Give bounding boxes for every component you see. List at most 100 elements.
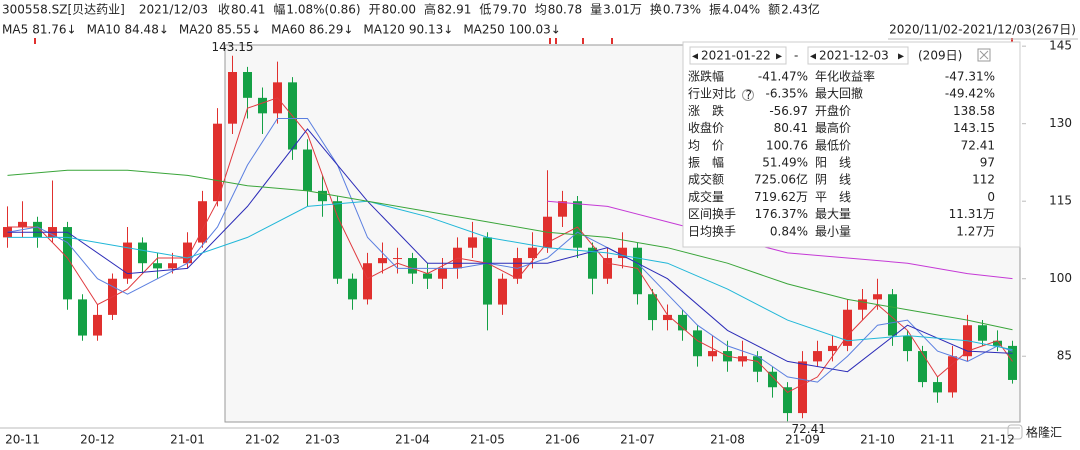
end-date[interactable]: 2021-12-03: [819, 49, 889, 63]
candle-body: [933, 382, 942, 393]
header[interactable]: 300558.SZ[贝达药业] 2021/12/03 收 80.41 幅 1.08%(0.…: [2, 2, 820, 37]
legend-value: 90.13↓: [409, 23, 453, 37]
candle-body: [78, 299, 87, 336]
stat-value: -47.31%: [945, 70, 995, 84]
candle-body: [888, 294, 897, 336]
candle-body: [558, 201, 567, 217]
x-tick-label: 21-08: [710, 433, 745, 447]
stat-value: 725.06亿: [754, 172, 808, 187]
y-tick-label: 100: [1049, 271, 1072, 285]
stat-label: 日均换手: [688, 224, 736, 238]
legend-value: 84.48↓: [124, 23, 168, 37]
stat-label: 最大量: [815, 207, 851, 221]
start-date[interactable]: 2021-01-22: [701, 49, 771, 63]
candle-body: [993, 340, 1002, 346]
candle-body: [318, 190, 327, 202]
stat-label: 最低价: [815, 138, 851, 152]
x-tick-label: 21-04: [395, 433, 430, 447]
candle-body: [708, 351, 717, 357]
arrow-right[interactable]: ▸: [776, 49, 782, 63]
quote-label: 均: [535, 3, 547, 17]
date-range: 2020/11/02-2021/12/03(267日): [889, 23, 1076, 37]
close-icon[interactable]: [977, 48, 991, 62]
arrow-left[interactable]: ◂: [810, 49, 816, 63]
stat-label: 涨跌幅: [688, 69, 724, 84]
quote-label: 收: [218, 3, 230, 17]
help-icon[interactable]: ?: [746, 88, 752, 102]
stat-label: 成交量: [688, 189, 724, 204]
candle-body: [663, 314, 672, 321]
extreme-label: 72.41: [792, 422, 826, 436]
arrow-left[interactable]: ◂: [692, 49, 698, 63]
candle-body: [483, 237, 492, 305]
candle-body: [258, 97, 267, 114]
candle-body: [873, 294, 882, 300]
stat-label: 振 幅: [688, 155, 724, 170]
stat-value: 97: [980, 156, 995, 170]
legend-name: MA20: [179, 23, 213, 37]
stat-label: 成交额: [688, 172, 724, 187]
stat-value: 72.41: [961, 138, 995, 152]
candle-body: [123, 242, 132, 279]
quote-value: 0.73%: [663, 3, 701, 17]
legend-name: MA10: [87, 23, 121, 37]
arrow-right[interactable]: ▸: [898, 49, 904, 63]
help-icon[interactable]: [742, 89, 754, 101]
stat-label: 年化收益率: [815, 69, 875, 84]
quote-label: 开: [369, 3, 381, 17]
candle-body: [348, 278, 357, 300]
x-tick-label: 21-07: [620, 433, 655, 447]
x-tick-label: 21-01: [170, 433, 205, 447]
stat-value: 112: [972, 173, 995, 187]
legend-name: MA120: [363, 23, 404, 37]
stat-label: 涨 跌: [688, 103, 724, 118]
quote-value: 1.08%(0.86): [286, 3, 360, 17]
stat-label: 均 价: [688, 138, 724, 152]
x-tick-label: 21-03: [305, 433, 340, 447]
x-tick-label: 21-10: [860, 433, 895, 447]
quote-label: 振: [709, 3, 721, 17]
candle-body: [18, 221, 27, 228]
candle-body: [468, 237, 477, 248]
start-date-box[interactable]: [689, 46, 787, 65]
stat-label: 收盘价: [688, 120, 724, 135]
x-tick-label: 21-09: [785, 433, 820, 447]
logo: 格隆汇: [1007, 424, 1062, 440]
stat-value: 0: [987, 190, 995, 204]
quote-label: 低: [479, 3, 491, 17]
candle-body: [618, 247, 627, 259]
candle-body: [33, 221, 42, 238]
stat-value: 176.37%: [755, 207, 808, 221]
stat-label: 平 线: [815, 190, 851, 204]
y-tick-label: 130: [1049, 116, 1072, 130]
x-tick-label: 21-12: [980, 433, 1015, 447]
x-tick-label: 21-11: [920, 433, 955, 447]
legend-name: MA60: [271, 23, 305, 37]
y-tick-label: 85: [1057, 349, 1072, 363]
panel-bg: [682, 41, 1021, 248]
quote-label: 额: [768, 3, 780, 17]
quote-value: 4.04%: [722, 3, 760, 17]
quote-label: 换: [650, 3, 662, 17]
stat-label: 阳 线: [815, 156, 851, 170]
candle-body: [93, 314, 102, 336]
extreme-label: 143.15: [212, 40, 254, 54]
quote-label: 高: [424, 2, 436, 17]
stat-label: 最高价: [815, 120, 851, 135]
legend-name: MA250: [463, 23, 504, 37]
stat-value: 0.84%: [770, 224, 808, 238]
stat-label: 行业对比: [688, 87, 736, 101]
close-icon[interactable]: [979, 50, 989, 60]
candle-body: [168, 263, 177, 269]
stat-value: 143.15: [953, 121, 995, 135]
candle-body: [393, 258, 402, 260]
end-date-box[interactable]: [807, 46, 909, 65]
candle-body: [213, 123, 222, 202]
candle-body: [378, 258, 387, 264]
candle-body: [678, 314, 687, 331]
candle-body: [948, 356, 957, 393]
stat-value: -56.97: [769, 104, 808, 118]
stat-label: 区间换手: [688, 207, 736, 221]
candle-body: [573, 201, 582, 248]
